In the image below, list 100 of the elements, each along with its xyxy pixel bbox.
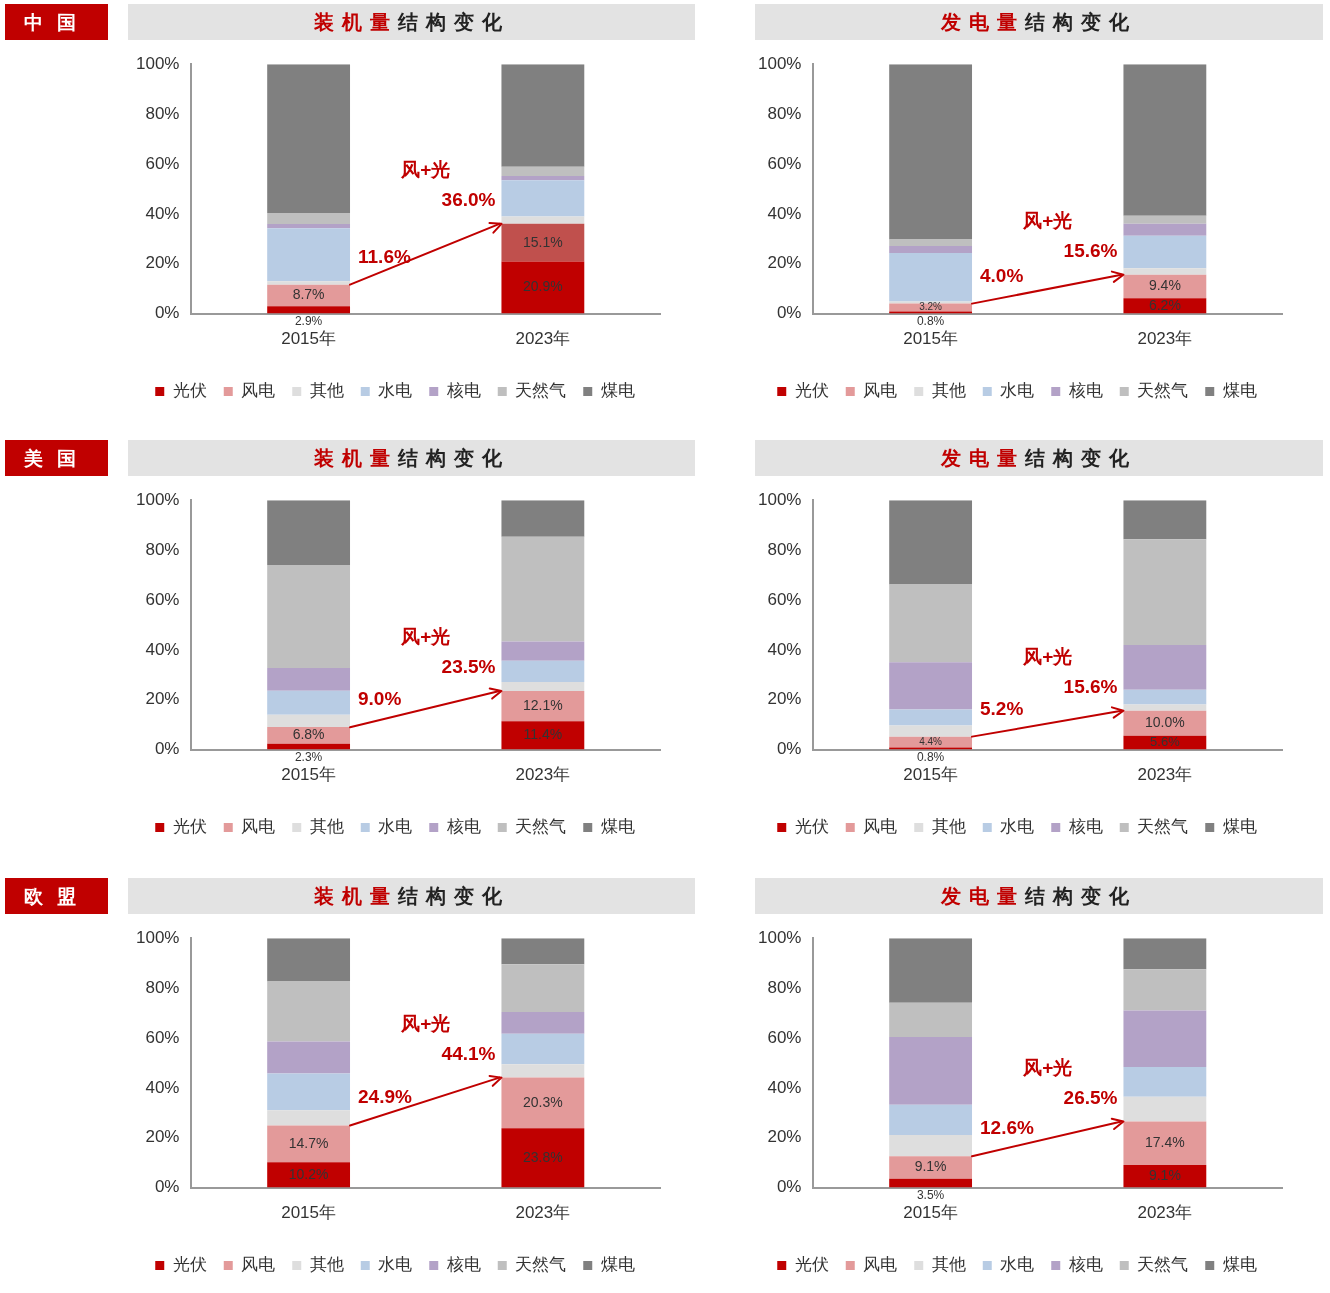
- annotation: 风+光: [1022, 209, 1073, 231]
- bar: [501, 216, 585, 224]
- legend-label: 水电: [1000, 817, 1035, 837]
- bar: [889, 584, 973, 663]
- y-tick-label: 0%: [776, 1177, 802, 1197]
- legend-label: 天然气: [1137, 817, 1189, 837]
- y-tick-label: 60%: [767, 1027, 802, 1047]
- bar: [1123, 64, 1207, 216]
- y-tick-label: 80%: [145, 539, 180, 559]
- annotation: 12.6%: [980, 1117, 1035, 1139]
- y-tick-label: 20%: [145, 689, 180, 709]
- annotation: 24.9%: [358, 1086, 413, 1108]
- x-tick-label: 2023年: [515, 329, 571, 349]
- data-label: 17.4%: [1145, 1134, 1185, 1151]
- annotation: 风+光: [1022, 645, 1073, 667]
- chart-title: 发电量结构变化: [941, 10, 1137, 34]
- legend-label: 风电: [241, 381, 276, 401]
- bar: [267, 1125, 351, 1163]
- chart-title: 装机量结构变化: [313, 446, 510, 470]
- y-tick-label: 20%: [767, 1127, 802, 1147]
- y-tick-label: 40%: [145, 1077, 180, 1097]
- y-tick-label: 60%: [145, 1027, 180, 1047]
- bar: [267, 565, 351, 669]
- y-tick-label: 60%: [145, 153, 180, 173]
- legend-label: 其他: [309, 381, 344, 401]
- bar: [501, 175, 585, 181]
- bar: [501, 1128, 585, 1188]
- bar: [1123, 710, 1207, 736]
- bar: [1123, 689, 1207, 705]
- bar: [1123, 235, 1207, 269]
- y-tick-label: 100%: [758, 489, 802, 509]
- bar: [501, 1033, 585, 1065]
- chart-subtitle: 中国: [5, 4, 108, 40]
- legend-label: 天然气: [515, 381, 567, 401]
- bar: [1123, 645, 1207, 690]
- bar: [501, 261, 585, 314]
- bar: [501, 1012, 585, 1034]
- bar: [267, 668, 351, 691]
- x-tick-label: 2023年: [1137, 329, 1193, 349]
- bar: [501, 641, 585, 661]
- x-tick-label: 2023年: [1137, 1203, 1193, 1223]
- legend-label: 其他: [931, 381, 966, 401]
- bar: [267, 213, 351, 225]
- legend-label: 水电: [378, 1255, 413, 1275]
- bar: [501, 682, 585, 691]
- legend-label: 风电: [863, 1255, 898, 1275]
- y-tick-label: 40%: [767, 1077, 802, 1097]
- bar: [501, 721, 585, 750]
- annotation: 风+光: [1022, 1056, 1073, 1078]
- data-label: 2.3%: [294, 749, 323, 764]
- legend-label: 天然气: [1137, 1255, 1189, 1275]
- x-tick-label: 2023年: [515, 1203, 571, 1223]
- bar: [889, 246, 973, 253]
- bar: [501, 938, 585, 965]
- chart-title: 装机量结构变化: [313, 884, 510, 908]
- bar: [501, 660, 585, 683]
- legend-label: 核电: [1067, 381, 1103, 401]
- x-tick-label: 2015年: [903, 765, 959, 785]
- y-tick-label: 40%: [767, 639, 802, 659]
- data-label: 10.0%: [1145, 714, 1185, 731]
- bar: [889, 709, 973, 726]
- bar: [501, 166, 585, 176]
- y-tick-label: 100%: [758, 53, 802, 73]
- bar: [1123, 969, 1207, 1011]
- bar: [267, 1073, 351, 1111]
- chart-title: 发电量结构变化: [941, 884, 1137, 908]
- data-label: 11.4%: [523, 726, 563, 743]
- bar: [889, 1002, 973, 1037]
- chart-title: 装机量结构变化: [313, 10, 510, 34]
- legend-label: 其他: [309, 817, 344, 837]
- data-label: 6.8%: [292, 726, 325, 743]
- x-tick-label: 2015年: [281, 765, 337, 785]
- y-tick-label: 60%: [767, 153, 802, 173]
- annotation: 9.0%: [358, 688, 402, 710]
- legend-label: 水电: [1000, 1255, 1035, 1275]
- legend-label: 风电: [241, 1255, 276, 1275]
- x-tick-label: 2015年: [281, 1203, 337, 1223]
- legend-label: 其他: [931, 1255, 966, 1275]
- legend-label: 煤电: [1222, 1255, 1257, 1275]
- legend-label: 光伏: [172, 381, 207, 401]
- y-tick-label: 80%: [767, 977, 802, 997]
- bar: [889, 938, 973, 1003]
- legend-label: 核电: [1067, 1255, 1103, 1275]
- y-tick-label: 100%: [136, 927, 180, 947]
- annotation: 5.2%: [980, 697, 1024, 719]
- bar: [267, 224, 351, 229]
- y-tick-label: 100%: [136, 489, 180, 509]
- bar: [1123, 223, 1207, 236]
- data-label: 3.2%: [919, 301, 943, 313]
- annotation: 风+光: [400, 1012, 451, 1034]
- legend-label: 光伏: [172, 1255, 207, 1275]
- legend-label: 煤电: [1222, 381, 1257, 401]
- legend-label: 核电: [445, 817, 481, 837]
- y-tick-label: 20%: [767, 689, 802, 709]
- bar: [267, 306, 351, 314]
- y-tick-label: 80%: [767, 103, 802, 123]
- data-label: 20.3%: [523, 1093, 563, 1110]
- y-tick-label: 60%: [767, 589, 802, 609]
- bar: [501, 690, 585, 722]
- x-tick-label: 2015年: [903, 1203, 959, 1223]
